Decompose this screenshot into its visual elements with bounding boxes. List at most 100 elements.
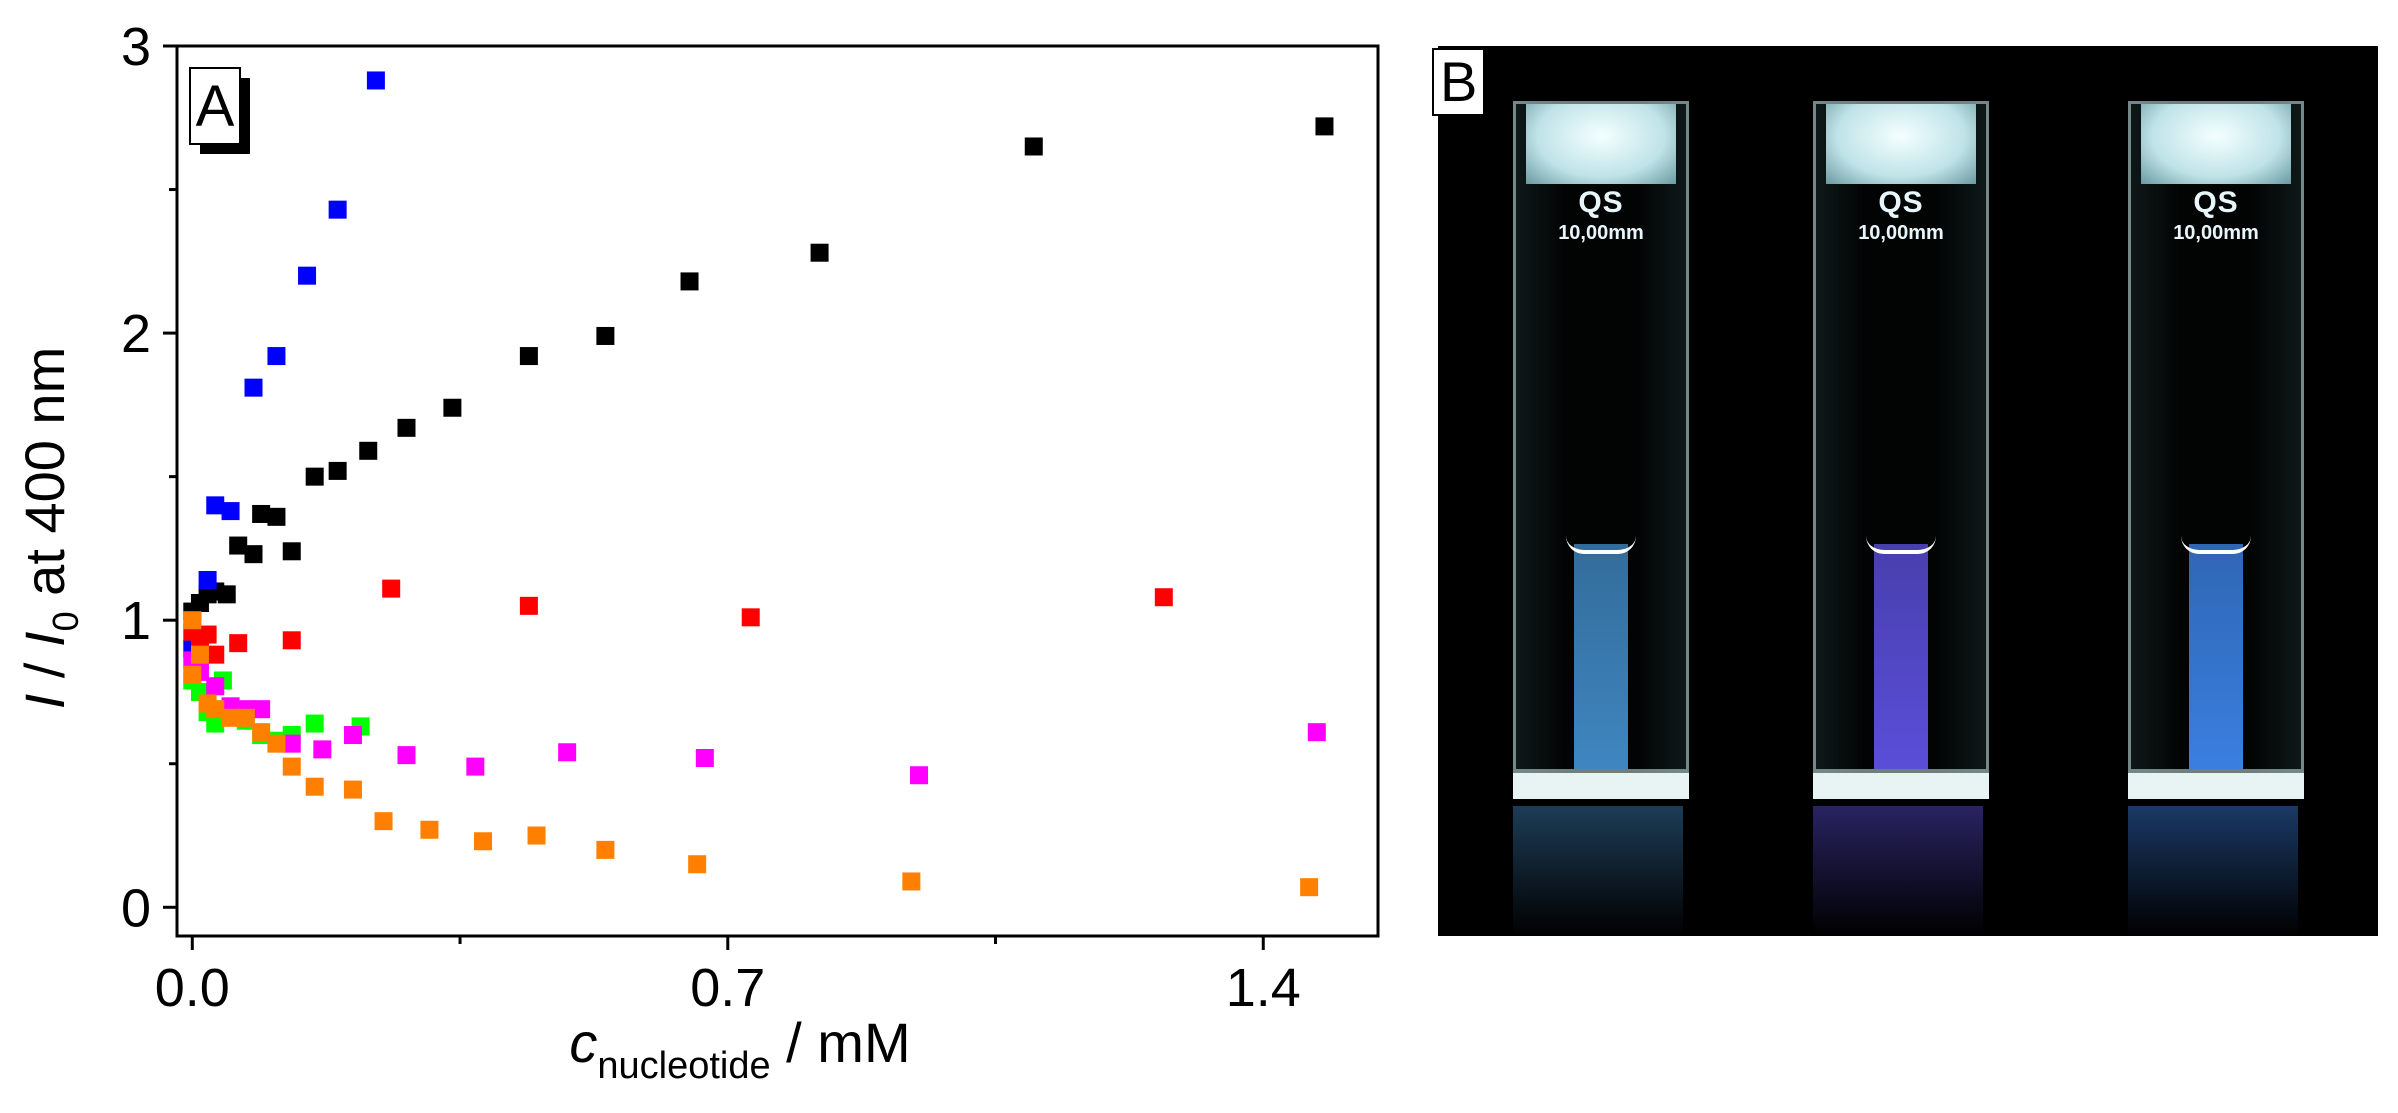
data-point-magenta bbox=[343, 726, 362, 745]
data-point-black bbox=[328, 461, 347, 480]
cuvette-path-length: 10,00mm bbox=[2173, 222, 2259, 244]
y-tick-label: 3 bbox=[121, 17, 151, 77]
data-point-black bbox=[680, 272, 699, 291]
axis-ticks: 0.0 0.7 1.4 0 1 2 3 bbox=[121, 17, 1301, 1018]
x-tick-label: 0.0 bbox=[155, 958, 230, 1018]
data-point-magenta bbox=[466, 757, 485, 776]
data-point-magenta bbox=[397, 746, 416, 765]
data-point-blue bbox=[198, 571, 217, 589]
data-point-black bbox=[1024, 137, 1043, 156]
cuvette-path-length: 10,00mm bbox=[1858, 222, 1944, 244]
data-point-orange bbox=[221, 708, 240, 727]
cuvette-photo: QS 10,00mm QS 10,00mm QS 10,00mm bbox=[1438, 46, 2378, 936]
data-point-black bbox=[359, 441, 378, 460]
y-tick-label: 2 bbox=[121, 304, 151, 364]
data-point-black bbox=[397, 418, 416, 437]
data-point-black bbox=[1315, 117, 1334, 136]
cuvette-2: QS 10,00mm bbox=[1813, 101, 1989, 799]
data-point-orange bbox=[1300, 878, 1319, 897]
panel-label-a-box bbox=[189, 67, 241, 145]
cuvette-qs-text: QS bbox=[1878, 186, 1924, 219]
cuvette-reflection bbox=[1813, 806, 1983, 936]
data-point-black bbox=[596, 326, 615, 345]
data-point-blue bbox=[244, 378, 263, 397]
data-point-orange bbox=[688, 855, 707, 874]
data-point-orange bbox=[374, 812, 393, 831]
cuvette-base bbox=[2128, 773, 2304, 799]
data-point-black bbox=[282, 542, 301, 561]
cuvette-meniscus bbox=[1566, 536, 1636, 554]
data-point-orange bbox=[305, 777, 324, 796]
data-point-black bbox=[443, 398, 462, 417]
cuvette-qs-text: QS bbox=[1578, 186, 1624, 219]
data-point-orange bbox=[190, 645, 209, 664]
cuvette-meniscus bbox=[2181, 536, 2251, 554]
data-point-red bbox=[741, 608, 760, 627]
data-point-red bbox=[229, 634, 248, 653]
cuvette-label: QS 10,00mm bbox=[1516, 186, 1686, 245]
data-point-orange bbox=[183, 665, 202, 684]
x-axis-label: cnucleotide / mM bbox=[569, 1011, 910, 1087]
data-point-black bbox=[252, 504, 271, 523]
data-point-blue bbox=[267, 347, 286, 366]
data-point-red bbox=[519, 596, 538, 615]
data-point-black bbox=[810, 243, 829, 262]
cuvette-label: QS 10,00mm bbox=[1816, 186, 1986, 245]
data-point-blue bbox=[328, 200, 347, 219]
cuvette-qs-text: QS bbox=[2193, 186, 2239, 219]
cuvette-1: QS 10,00mm bbox=[1513, 101, 1689, 799]
data-point-orange bbox=[236, 708, 255, 727]
plot-frame bbox=[175, 44, 1380, 938]
data-point-orange bbox=[596, 840, 615, 859]
y-tick-label: 1 bbox=[121, 591, 151, 651]
data-point-magenta bbox=[313, 740, 332, 759]
data-point-green bbox=[206, 714, 225, 733]
cuvette-cap bbox=[1826, 104, 1976, 184]
cuvette-meniscus bbox=[1866, 536, 1936, 554]
panel-label-a: A bbox=[196, 74, 235, 139]
data-point-black bbox=[217, 585, 236, 604]
data-point-green bbox=[305, 714, 324, 733]
y-tick-label: 0 bbox=[121, 878, 151, 938]
cuvette-path-length: 10,00mm bbox=[1558, 222, 1644, 244]
data-point-magenta bbox=[910, 766, 929, 785]
data-point-orange bbox=[902, 872, 921, 891]
data-point-black bbox=[267, 507, 286, 526]
data-point-black bbox=[519, 347, 538, 366]
data-point-orange bbox=[206, 700, 225, 719]
data-point-orange bbox=[473, 832, 492, 851]
data-point-magenta bbox=[252, 700, 271, 719]
cuvette-cap bbox=[2141, 104, 2291, 184]
data-point-magenta bbox=[206, 677, 225, 696]
data-point-blue bbox=[366, 71, 385, 90]
data-point-red bbox=[382, 579, 401, 598]
data-point-blue bbox=[206, 496, 225, 515]
cuvette-liquid bbox=[2189, 544, 2243, 769]
cuvette-base bbox=[1513, 773, 1689, 799]
y-axis-label: I / I0 at 400 nm bbox=[13, 347, 86, 709]
data-point-magenta bbox=[282, 734, 301, 753]
cuvette-liquid bbox=[1574, 544, 1628, 769]
data-point-red bbox=[206, 645, 225, 664]
cuvette-base bbox=[1813, 773, 1989, 799]
cuvette-cap bbox=[1526, 104, 1676, 184]
data-point-orange bbox=[527, 826, 546, 845]
data-point-magenta bbox=[558, 743, 577, 762]
data-point-black bbox=[305, 467, 324, 486]
data-point-magenta bbox=[695, 749, 714, 767]
data-point-red bbox=[198, 625, 217, 644]
panel-label-b: B bbox=[1432, 48, 1486, 116]
data-point-magenta bbox=[1307, 723, 1326, 742]
data-point-red bbox=[1154, 588, 1173, 607]
data-point-black bbox=[229, 536, 248, 555]
data-point-orange bbox=[420, 820, 439, 839]
data-point-orange bbox=[252, 723, 271, 742]
x-tick-label: 1.4 bbox=[1226, 958, 1301, 1018]
data-points bbox=[183, 71, 1334, 897]
cuvette-reflection bbox=[2128, 806, 2298, 936]
data-point-orange bbox=[183, 611, 202, 630]
data-point-orange bbox=[282, 757, 301, 776]
data-point-blue bbox=[298, 266, 317, 285]
cuvette-reflection bbox=[1513, 806, 1683, 936]
cuvette-label: QS 10,00mm bbox=[2131, 186, 2301, 245]
